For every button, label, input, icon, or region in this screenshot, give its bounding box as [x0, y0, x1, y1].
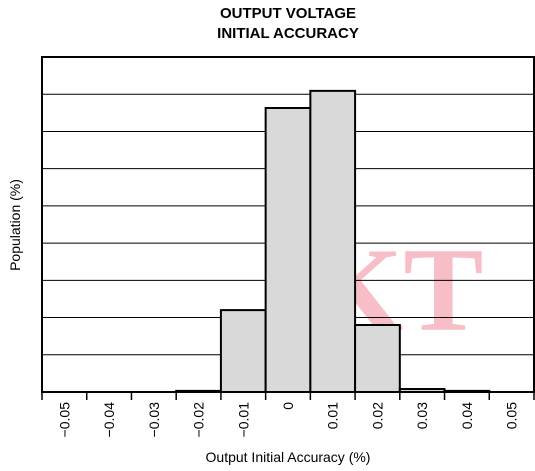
bar — [354, 324, 401, 393]
x-tick-label: 0.05 — [504, 402, 520, 429]
x-tick-label: −0.01 — [235, 402, 251, 438]
x-tick-label: 0.01 — [325, 402, 341, 429]
x-tick-label: 0.03 — [414, 402, 430, 429]
chart-title: INITIAL ACCURACY — [217, 25, 359, 42]
y-axis-label: Population (%) — [7, 179, 23, 271]
x-tick-label: −0.03 — [146, 402, 162, 438]
x-tick-label: 0.02 — [369, 402, 385, 429]
x-tick-label: −0.05 — [56, 402, 72, 438]
plot-frame — [41, 56, 535, 393]
bar — [309, 89, 357, 393]
x-tick-label: −0.04 — [101, 402, 117, 438]
chart-title: OUTPUT VOLTAGE — [220, 5, 356, 22]
x-tick-label: 0.04 — [459, 402, 475, 429]
bar — [264, 106, 312, 393]
x-axis-label: Output Initial Accuracy (%) — [206, 449, 371, 465]
bar — [219, 309, 267, 393]
x-tick-label: −0.02 — [191, 402, 207, 438]
x-tick-label: 0 — [280, 402, 296, 410]
